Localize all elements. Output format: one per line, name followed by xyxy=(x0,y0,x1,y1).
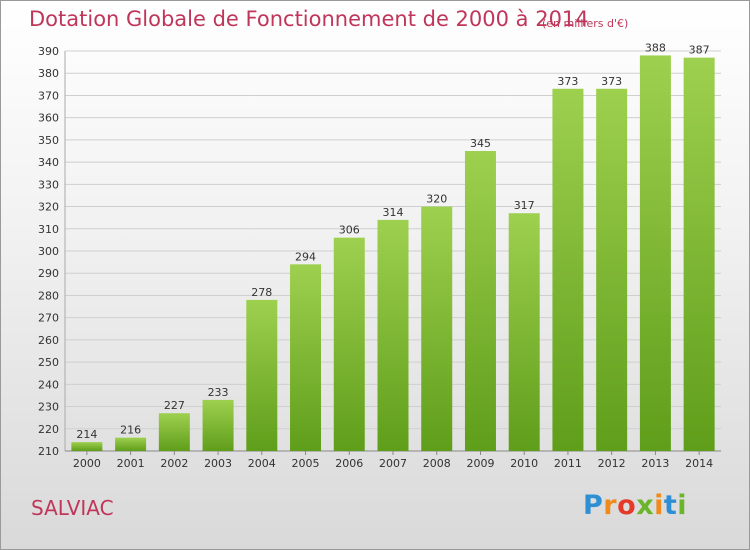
bar-2008 xyxy=(421,206,453,451)
value-label-2009: 345 xyxy=(470,137,491,150)
bar-2004 xyxy=(246,299,278,451)
value-label-2001: 216 xyxy=(120,424,141,437)
x-tick-label: 2010 xyxy=(510,457,538,470)
chart-subtitle: (en milliers d'€) xyxy=(542,17,629,30)
x-tick-label: 2000 xyxy=(73,457,101,470)
y-tick-label: 280 xyxy=(38,289,59,302)
logo-letter: t xyxy=(663,490,678,521)
value-label-2007: 314 xyxy=(383,206,404,219)
y-tick-label: 300 xyxy=(38,245,59,258)
y-tick-label: 290 xyxy=(38,267,59,280)
x-tick-label: 2001 xyxy=(117,457,145,470)
logo-letter: P xyxy=(583,490,604,521)
x-tick-label: 2002 xyxy=(160,457,188,470)
logo-letter: o xyxy=(617,490,637,521)
y-tick-label: 390 xyxy=(38,45,59,58)
value-label-2012: 373 xyxy=(601,75,622,88)
proxiti-logo: Proxiti xyxy=(583,490,687,521)
logo-letter: r xyxy=(603,490,618,521)
value-label-2005: 294 xyxy=(295,250,316,263)
chart-title: Dotation Globale de Fonctionnement de 20… xyxy=(29,7,589,31)
value-label-2010: 317 xyxy=(514,199,535,212)
commune-name: SALVIAC xyxy=(31,496,114,520)
y-tick-label: 320 xyxy=(38,201,59,214)
y-tick-label: 310 xyxy=(38,223,59,236)
value-label-2006: 306 xyxy=(339,224,360,237)
value-label-2003: 233 xyxy=(208,386,229,399)
y-tick-label: 260 xyxy=(38,334,59,347)
y-tick-label: 380 xyxy=(38,67,59,80)
x-tick-label: 2012 xyxy=(598,457,626,470)
value-label-2013: 388 xyxy=(645,41,666,54)
logo-letter: i xyxy=(677,490,688,521)
bar-2012 xyxy=(596,88,628,452)
bar-2002 xyxy=(158,413,190,451)
value-label-2011: 373 xyxy=(557,75,578,88)
y-tick-label: 220 xyxy=(38,423,59,436)
x-tick-label: 2007 xyxy=(379,457,407,470)
x-tick-label: 2014 xyxy=(685,457,713,470)
bar-2006 xyxy=(333,237,365,451)
y-tick-label: 370 xyxy=(38,89,59,102)
bar-2009 xyxy=(464,151,496,451)
x-tick-label: 2009 xyxy=(466,457,494,470)
value-label-2014: 387 xyxy=(689,44,710,57)
bar-2010 xyxy=(508,213,540,451)
bar-2005 xyxy=(290,264,322,451)
x-tick-label: 2005 xyxy=(292,457,320,470)
bar-2011 xyxy=(552,88,584,452)
x-tick-label: 2004 xyxy=(248,457,276,470)
value-label-2004: 278 xyxy=(251,286,272,299)
x-tick-label: 2011 xyxy=(554,457,582,470)
y-tick-label: 330 xyxy=(38,178,59,191)
value-label-2000: 214 xyxy=(76,428,97,441)
bar-2007 xyxy=(377,219,409,451)
bar-2003 xyxy=(202,399,234,451)
value-label-2002: 227 xyxy=(164,399,185,412)
y-tick-label: 360 xyxy=(38,112,59,125)
x-tick-label: 2006 xyxy=(335,457,363,470)
logo-letter: i xyxy=(654,490,664,521)
bar-2014 xyxy=(683,57,715,452)
x-tick-label: 2013 xyxy=(641,457,669,470)
x-tick-label: 2003 xyxy=(204,457,232,470)
y-tick-label: 210 xyxy=(38,445,59,458)
y-tick-label: 240 xyxy=(38,378,59,391)
y-tick-label: 230 xyxy=(38,401,59,414)
bar-2013 xyxy=(639,55,671,451)
y-tick-label: 340 xyxy=(38,156,59,169)
y-tick-label: 250 xyxy=(38,356,59,369)
x-tick-label: 2008 xyxy=(423,457,451,470)
bar-2000 xyxy=(71,442,103,451)
logo-letter: x xyxy=(636,490,655,521)
bar-2001 xyxy=(115,437,147,451)
y-tick-label: 350 xyxy=(38,134,59,147)
y-tick-label: 270 xyxy=(38,312,59,325)
value-label-2008: 320 xyxy=(426,193,447,206)
